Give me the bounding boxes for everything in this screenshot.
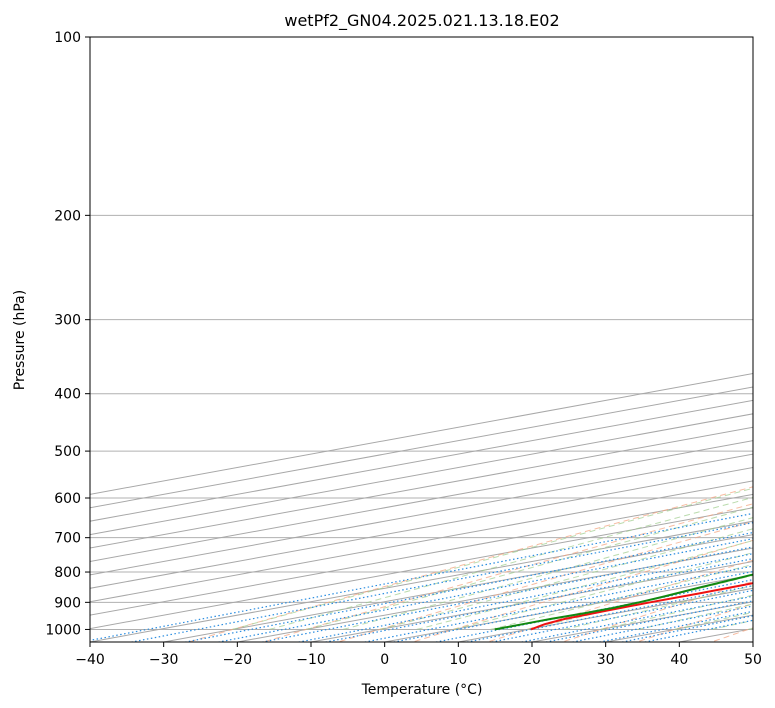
moist-adiabat-line <box>674 611 753 630</box>
mixing-ratio-line <box>259 546 753 642</box>
mixing-ratio-line <box>362 565 753 642</box>
dewpoint-profile-line <box>494 573 753 631</box>
moist-adiabat-line <box>269 496 753 630</box>
isotherm-line <box>90 466 753 589</box>
x-tick-label: 50 <box>744 652 762 668</box>
isotherm-line <box>90 440 753 562</box>
x-tick-label: 30 <box>597 652 615 668</box>
isotherm-line <box>310 560 753 642</box>
isotherm-line <box>90 426 753 549</box>
y-tick-label: 300 <box>54 313 81 329</box>
plot-area: -100-90-80-70-60-50-40-30-20-100.10.20.4… <box>90 37 753 642</box>
x-tick-label: 10 <box>449 652 467 668</box>
isotherm-line <box>90 480 753 603</box>
y-tick-label: 200 <box>54 208 81 224</box>
mixing-ratio-line <box>128 522 753 642</box>
moist-adiabat-line <box>748 627 753 630</box>
y-axis-ticks: 100 200 300 400 500 600 700 800 900 1000 <box>45 30 90 638</box>
dry-adiabat-line <box>710 627 753 642</box>
x-tick-label: 40 <box>670 652 688 668</box>
mixing-ratio-line <box>433 579 753 642</box>
y-tick-label: 400 <box>54 387 81 403</box>
x-axis-ticks: −40 −30 −20 −10 0 10 20 30 40 50 <box>75 642 762 668</box>
isotherm-line <box>752 641 753 642</box>
moist-adiabat-lines <box>232 487 753 630</box>
isotherm-line <box>90 493 753 616</box>
isotherm-line <box>90 399 753 522</box>
isotherm-line <box>163 534 753 642</box>
y-tick-label: 700 <box>54 531 81 547</box>
isotherm-line <box>458 587 753 642</box>
mixing-ratio-line <box>642 619 753 642</box>
moist-adiabat-line <box>379 528 753 630</box>
mixing-ratio-line <box>489 589 753 642</box>
dry-adiabat-line <box>186 486 753 642</box>
mixing-ratio-line <box>215 538 753 642</box>
moist-adiabat-line <box>600 594 753 630</box>
isotherm-line <box>90 507 753 630</box>
isotherm-line <box>679 628 753 642</box>
mixing-ratio-line <box>569 605 753 642</box>
x-tick-label: 0 <box>380 652 389 668</box>
dry-adiabat-line <box>411 539 753 642</box>
mixing-ratio-line <box>619 615 753 642</box>
x-axis-label: Temperature (°C) <box>361 682 483 698</box>
dry-adiabat-line <box>485 559 753 642</box>
y-tick-label: 100 <box>54 30 81 46</box>
isotherm-line <box>90 520 753 642</box>
y-tick-label: 900 <box>54 595 81 611</box>
chart-title: wetPf2_GN04.2025.021.13.18.E02 <box>284 11 559 31</box>
x-tick-label: 20 <box>523 652 541 668</box>
y-tick-label: 1000 <box>45 622 81 638</box>
moist-adiabat-line <box>711 620 753 630</box>
y-tick-label: 500 <box>54 444 81 460</box>
dry-adiabat-line <box>336 521 753 642</box>
x-tick-label: −20 <box>223 652 253 668</box>
isotherm-line <box>90 373 753 495</box>
moist-adiabat-line <box>416 540 753 630</box>
mixing-ratio-line <box>90 512 753 642</box>
moist-adiabat-line <box>453 552 753 630</box>
mixing-ratio-line <box>296 553 753 642</box>
pressure-gridlines <box>90 37 753 630</box>
y-axis-label: Pressure (hPa) <box>12 290 28 390</box>
x-tick-label: −40 <box>75 652 105 668</box>
mixing-ratio-line <box>543 600 753 642</box>
mixing-ratio-line <box>322 558 753 642</box>
temperature-profile-line <box>530 582 753 631</box>
mixing-ratio-lines <box>90 512 753 642</box>
moist-adiabat-line <box>232 487 753 630</box>
x-tick-label: −30 <box>149 652 179 668</box>
isotherm-lines <box>90 373 753 642</box>
mixing-ratio-line <box>596 610 753 642</box>
dry-adiabat-lines <box>186 486 753 642</box>
plot-frame <box>89 36 754 643</box>
dry-adiabat-line <box>261 503 753 642</box>
x-tick-label: −10 <box>296 652 326 668</box>
sounding-profiles <box>494 573 753 631</box>
y-tick-label: 800 <box>54 565 81 581</box>
y-tick-label: 600 <box>54 491 81 507</box>
isotherm-line <box>90 386 753 509</box>
mixing-ratio-line <box>182 531 753 642</box>
isotherm-line <box>237 547 753 642</box>
isotherm-line <box>90 413 753 536</box>
moist-adiabat-line <box>306 506 753 630</box>
isotherm-line <box>90 453 753 576</box>
